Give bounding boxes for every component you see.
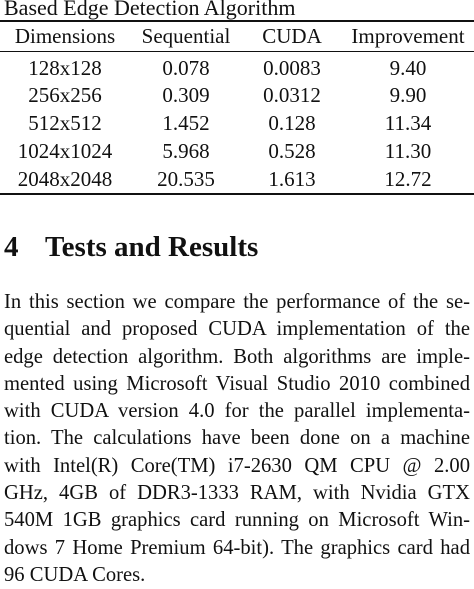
cell-sequential: 20.535	[157, 166, 215, 191]
table-row: 512x512 1.452 0.128 11.34	[0, 109, 474, 137]
table-row: 128x128 0.078 0.0083 9.40	[0, 51, 474, 81]
cell-dimensions: 512x512	[28, 110, 102, 135]
paragraph-line: GHz, 4GB of DDR3-1333 RAM, with Nvidia G…	[4, 482, 470, 505]
cell-dimensions: 1024x1024	[17, 138, 113, 163]
table-header-rule	[0, 51, 474, 52]
column-header-improvement: Improvement	[351, 24, 465, 48]
paragraph-line: tion. The calculations have been done on…	[4, 427, 470, 450]
cell-dimensions: 2048x2048	[17, 166, 113, 191]
cell-cuda: 0.528	[268, 138, 316, 163]
paragraph-line: mented using Microsoft Visual Studio 201…	[4, 372, 470, 395]
section-heading: 4 Tests and Results	[4, 230, 258, 264]
cell-sequential: 1.452	[162, 110, 210, 135]
cell-cuda: 0.128	[268, 110, 316, 135]
cell-improvement: 9.90	[389, 82, 427, 107]
paragraph-line: with Intel(R) Core(TM) i7-2630 QM CPU @ …	[4, 454, 470, 477]
column-header-cuda: CUDA	[262, 24, 322, 48]
paragraph-line: In this section we compare the performan…	[4, 291, 470, 313]
cell-dimensions: 256x256	[28, 82, 102, 107]
results-table: Dimensions Sequential CUDA Improvement 1…	[0, 22, 474, 193]
paragraph-line: 96 CUDA Cores.	[4, 563, 146, 586]
table-row: 2048x2048 20.535 1.613 12.72	[0, 165, 474, 193]
paragraph-line: dows 7 Home Premium 64-bit). The graphic…	[4, 536, 470, 559]
cell-sequential: 0.309	[162, 82, 210, 107]
table-bottom-rule	[0, 193, 474, 195]
cell-cuda: 0.0083	[263, 56, 321, 80]
cell-improvement: 11.30	[384, 138, 432, 163]
section-title: Tests and Results	[45, 231, 259, 263]
body-paragraph: In this section we compare the performan…	[4, 289, 470, 589]
cell-sequential: 5.968	[162, 138, 210, 163]
paragraph-line: with CUDA version 4.0 for the parallel i…	[4, 400, 470, 423]
table-top-rule	[0, 20, 474, 22]
cell-cuda: 0.0312	[263, 82, 321, 107]
table-header-row: Dimensions Sequential CUDA Improvement	[0, 22, 474, 51]
table-row: 256x256 0.309 0.0312 9.90	[0, 81, 474, 109]
cell-sequential: 0.078	[162, 56, 210, 80]
section-number: 4	[4, 231, 19, 263]
cell-improvement: 11.34	[384, 110, 432, 135]
paragraph-line: edge detection algorithm. Both algorithm…	[4, 345, 470, 368]
column-header-sequential: Sequential	[141, 24, 231, 48]
paragraph-line: quential and proposed CUDA implementatio…	[4, 318, 470, 341]
cell-improvement: 9.40	[389, 56, 427, 80]
paragraph-line: 540M 1GB graphics card running on Micros…	[4, 509, 470, 532]
cell-dimensions: 128x128	[28, 56, 102, 80]
cell-improvement: 12.72	[384, 166, 432, 191]
table-caption: Based Edge Detection Algorithm	[4, 0, 296, 20]
table-row: 1024x1024 5.968 0.528 11.30	[0, 137, 474, 165]
column-header-dimensions: Dimensions	[14, 24, 116, 48]
cell-cuda: 1.613	[268, 166, 316, 191]
